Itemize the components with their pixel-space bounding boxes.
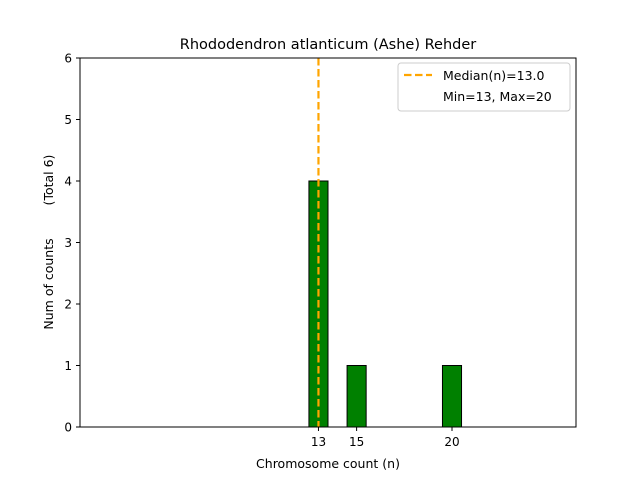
legend: Median(n)=13.0 Min=13, Max=20: [397, 62, 571, 112]
y-tick-label-4: 4: [64, 175, 72, 189]
y-tick-label-5: 5: [64, 113, 72, 127]
x-axis-label: Chromosome count (n): [256, 456, 400, 471]
y-ticks-group: 0 1 2 3 4 5 6: [64, 52, 80, 435]
x-tick-label-20: 20: [444, 435, 459, 449]
y-tick-label-6: 6: [64, 52, 72, 66]
legend-entry-min-max: Min=13, Max=20: [443, 89, 552, 104]
y-tick-label-1: 1: [64, 359, 72, 373]
x-tick-label-13: 13: [311, 435, 326, 449]
legend-box: [397, 62, 571, 112]
y-axis-total-note: (Total 6): [41, 155, 56, 206]
y-tick-label-3: 3: [64, 236, 72, 250]
y-tick-label-2: 2: [64, 298, 72, 312]
x-ticks-group: 13 15 20: [311, 427, 460, 449]
legend-entry-median: Median(n)=13.0: [443, 68, 544, 83]
bar-20: [441, 365, 463, 428]
bar-15: [346, 365, 367, 428]
y-tick-label-0: 0: [64, 421, 72, 435]
x-tick-label-15: 15: [349, 435, 364, 449]
chart-title: Rhododendron atlanticum (Ashe) Rehder: [180, 37, 476, 53]
y-axis-label: Num of counts: [41, 238, 56, 329]
